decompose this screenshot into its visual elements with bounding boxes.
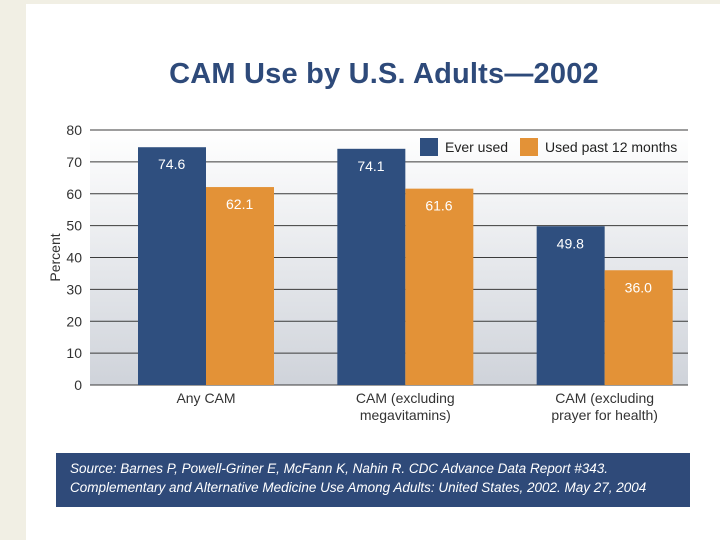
top-decorative-band xyxy=(26,0,720,4)
y-tick-label: 50 xyxy=(66,218,82,234)
data-label: 74.6 xyxy=(158,156,185,172)
data-label: 49.8 xyxy=(557,235,584,251)
y-tick-label: 0 xyxy=(74,377,82,393)
bar-ever-used xyxy=(337,148,406,385)
data-label: 62.1 xyxy=(226,196,253,212)
x-tick-label: CAM (excluding xyxy=(356,390,455,406)
legend-swatch xyxy=(520,138,538,156)
y-tick-label: 60 xyxy=(66,186,82,202)
legend-label: Ever used xyxy=(445,139,508,155)
bar-ever-used xyxy=(138,147,206,385)
y-tick-label: 20 xyxy=(66,313,82,329)
y-tick-label: 70 xyxy=(66,154,82,170)
data-label: 74.1 xyxy=(357,158,384,174)
y-tick-label: 30 xyxy=(66,281,82,297)
data-label: 36.0 xyxy=(625,279,652,295)
x-tick-label: prayer for health) xyxy=(551,407,658,423)
chart-title: CAM Use by U.S. Adults—2002 xyxy=(169,58,599,90)
source-line-2: Complementary and Alternative Medicine U… xyxy=(70,480,647,495)
source-line-1: Source: Barnes P, Powell-Griner E, McFan… xyxy=(70,461,608,476)
source-citation: Source: Barnes P, Powell-Griner E, McFan… xyxy=(56,453,690,507)
left-decorative-band xyxy=(0,0,26,540)
y-tick-label: 40 xyxy=(66,250,82,266)
legend-swatch xyxy=(420,138,438,156)
x-tick-label: megavitamins) xyxy=(360,407,451,423)
y-tick-label: 10 xyxy=(66,345,82,361)
data-label: 61.6 xyxy=(425,198,452,214)
y-axis-label: Percent xyxy=(47,233,63,281)
x-tick-label: CAM (excluding xyxy=(555,390,654,406)
bar-past-12-months xyxy=(405,188,474,385)
x-tick-label: Any CAM xyxy=(176,390,235,406)
legend-label: Used past 12 months xyxy=(545,139,677,155)
y-tick-label: 80 xyxy=(66,122,82,138)
bar-past-12-months xyxy=(604,270,673,385)
bar-past-12-months xyxy=(206,187,274,385)
bar-ever-used xyxy=(536,226,605,385)
